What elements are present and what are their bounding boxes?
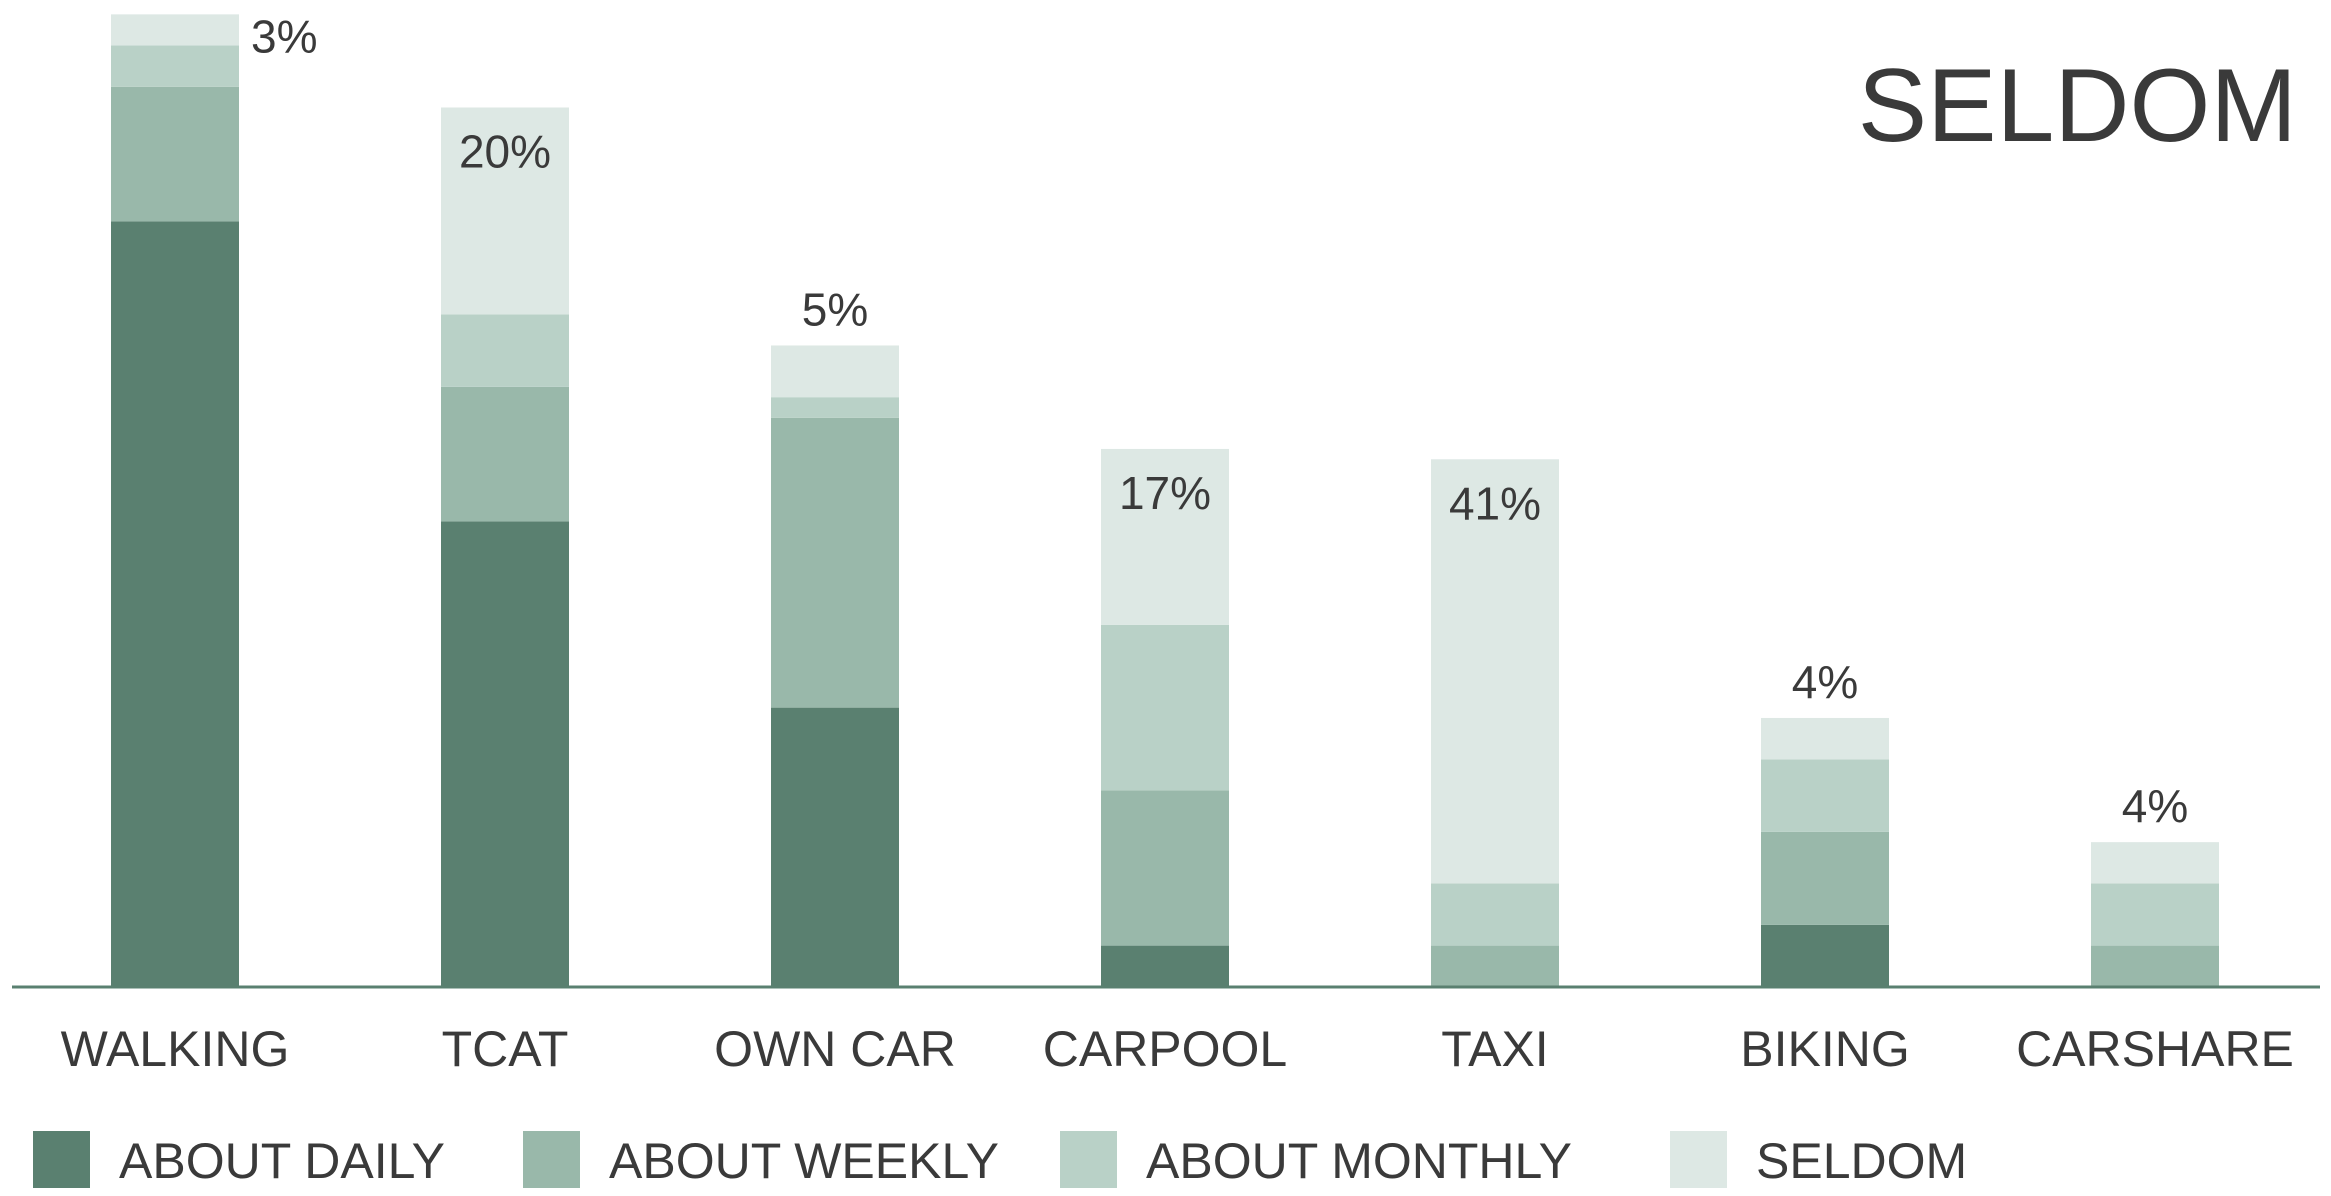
bar-segment — [441, 107, 569, 315]
bar-segment — [2091, 883, 2219, 946]
bar-segment — [1101, 624, 1229, 791]
legend-label: ABOUT MONTHLY — [1146, 1133, 1572, 1189]
legend-swatch — [523, 1131, 580, 1188]
value-label: 41% — [1449, 477, 1541, 529]
value-label: 20% — [459, 125, 551, 177]
x-tick-label: BIKING — [1740, 1021, 1909, 1077]
bar-segment — [2091, 842, 2219, 884]
value-label: 4% — [1792, 656, 1858, 708]
value-label: 4% — [2122, 780, 2188, 832]
bar-segment — [1101, 790, 1229, 946]
bar-segment — [1101, 945, 1229, 987]
bar-segment — [1101, 448, 1229, 625]
x-tick-label: CARSHARE — [2016, 1021, 2294, 1077]
bar-segment — [111, 86, 239, 222]
legend-swatch — [33, 1131, 90, 1188]
value-label: 5% — [802, 283, 868, 335]
legend-label: ABOUT WEEKLY — [609, 1133, 999, 1189]
bar-segment — [1761, 717, 1889, 760]
bar-segment — [771, 417, 899, 708]
legend-swatch — [1670, 1131, 1727, 1188]
value-label: 3% — [251, 10, 317, 62]
x-tick-label: TAXI — [1441, 1021, 1548, 1077]
bar-segment — [441, 521, 569, 987]
value-label: 17% — [1119, 467, 1211, 519]
bar-segment — [1431, 459, 1559, 884]
x-tick-label: WALKING — [61, 1021, 290, 1077]
bar-segment — [1761, 831, 1889, 925]
bar-segment — [441, 386, 569, 522]
chart-title: SELDOM — [1858, 48, 2297, 164]
bar-segment — [1431, 883, 1559, 946]
bar-segment — [111, 221, 239, 987]
x-tick-label: OWN CAR — [714, 1021, 956, 1077]
bar-segment — [1761, 759, 1889, 832]
legend-label: SELDOM — [1756, 1133, 1967, 1189]
bar-segment — [111, 14, 239, 46]
bar-segment — [111, 45, 239, 87]
bar-segment — [1431, 945, 1559, 987]
bar-segment — [2091, 945, 2219, 987]
x-tick-label: CARPOOL — [1043, 1021, 1288, 1077]
bar-segment — [771, 707, 899, 987]
x-tick-label: TCAT — [442, 1021, 569, 1077]
bar-segment — [771, 345, 899, 398]
legend-label: ABOUT DAILY — [119, 1133, 445, 1189]
bar-segment — [771, 397, 899, 418]
bar-segment — [1761, 924, 1889, 987]
legend-swatch — [1060, 1131, 1117, 1188]
bar-segment — [441, 314, 569, 387]
